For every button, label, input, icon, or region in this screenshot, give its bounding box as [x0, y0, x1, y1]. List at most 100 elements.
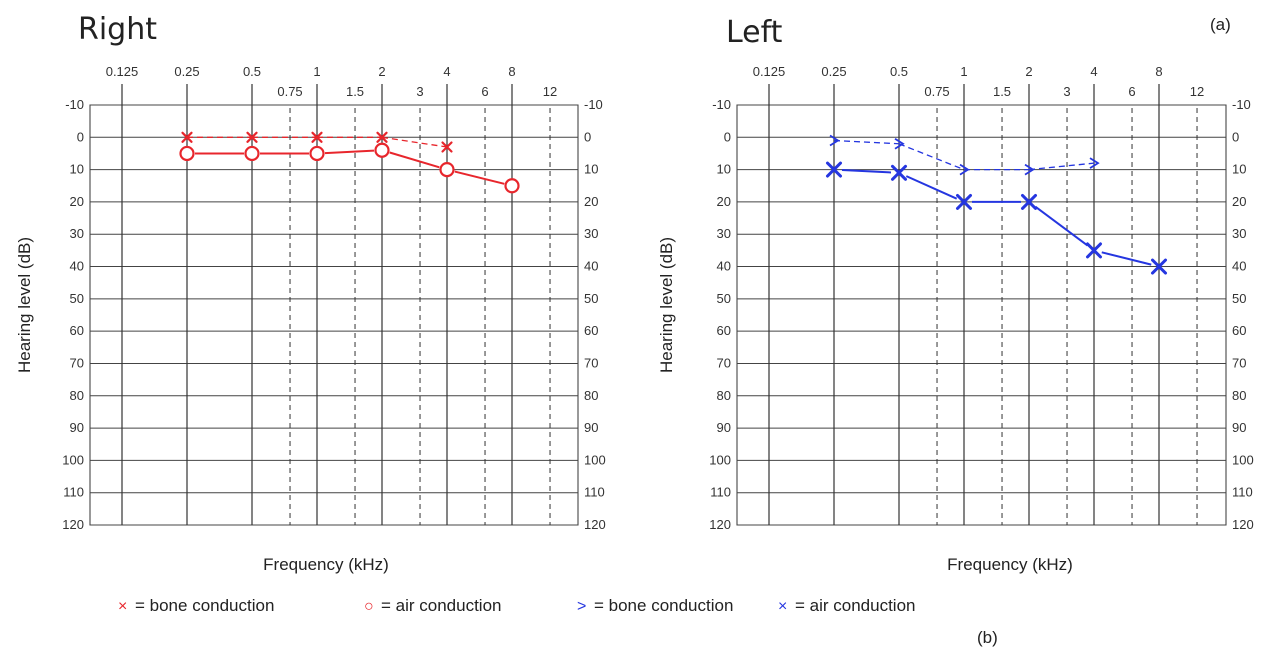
series-bone-conduction: [181, 131, 453, 153]
panel-label-a: (a): [1210, 15, 1231, 34]
y-tick-label-left: 50: [70, 291, 84, 306]
x-axis-label: Frequency (kHz): [263, 555, 389, 574]
panel-label-b: (b): [977, 628, 998, 647]
y-tick-label-left: 60: [70, 323, 84, 338]
series-segment: [841, 169, 892, 174]
y-tick-label-left: 120: [709, 517, 731, 532]
y-tick-label-right: 0: [1232, 129, 1239, 144]
series-segment: [1028, 162, 1095, 171]
y-tick-label-left: 20: [70, 194, 84, 209]
y-tick-label-left: 90: [717, 420, 731, 435]
x-tick-label: 0.5: [243, 64, 261, 79]
data-point-cross: [1021, 193, 1037, 210]
y-tick-label-right: 90: [1232, 420, 1246, 435]
data-point-cross: [826, 161, 842, 178]
y-tick-label-right: -10: [1232, 97, 1251, 112]
x-tick-label: 8: [508, 64, 515, 79]
x-tick-label-mid: 0.75: [924, 84, 949, 99]
x-tick-label: 0.25: [821, 64, 846, 79]
x-tick-label-mid: 0.75: [277, 84, 302, 99]
y-tick-label-left: 120: [62, 517, 84, 532]
data-point-cross: [1151, 258, 1167, 275]
series-segment: [1101, 251, 1152, 266]
y-tick-label-right: 90: [584, 420, 598, 435]
legend-text: = bone conduction: [594, 596, 733, 615]
y-tick-label-right: 60: [1232, 323, 1246, 338]
y-tick-label-left: 110: [63, 485, 84, 500]
y-tick-label-left: 30: [70, 226, 84, 241]
y-tick-label-right: 50: [1232, 291, 1246, 306]
data-point-circle: [244, 145, 260, 162]
legend-text: = air conduction: [381, 596, 502, 615]
x-tick-label-mid: 12: [543, 84, 557, 99]
data-point-cross: [891, 164, 907, 181]
data-point-circle: [179, 145, 195, 162]
y-tick-label-left: 10: [717, 162, 731, 177]
y-tick-label-left: 90: [70, 420, 84, 435]
y-tick-label-right: 40: [584, 259, 598, 274]
x-tick-label: 1: [313, 64, 320, 79]
data-point-chevron: [959, 163, 970, 176]
y-tick-label-right: 110: [584, 485, 605, 500]
x-tick-label: 0.125: [106, 64, 139, 79]
series-segment: [389, 151, 440, 169]
y-tick-label-left: 50: [717, 291, 731, 306]
data-point-cross: [311, 131, 323, 143]
y-tick-label-right: -10: [584, 97, 603, 112]
legend-text: = bone conduction: [135, 596, 274, 615]
series-segment: [1034, 205, 1089, 247]
x-tick-label-mid: 6: [481, 84, 488, 99]
data-point-cross: [376, 131, 388, 143]
x-tick-label-mid: 3: [416, 84, 423, 99]
y-tick-label-right: 70: [584, 355, 598, 370]
series-air-conduction: [826, 161, 1167, 275]
data-point-cross: [1086, 242, 1102, 259]
x-tick-label-mid: 6: [1128, 84, 1135, 99]
x-tick-label: 0.5: [890, 64, 908, 79]
y-tick-label-left: 10: [70, 162, 84, 177]
y-tick-label-left: 100: [62, 452, 84, 467]
y-tick-label-right: 20: [584, 194, 598, 209]
y-tick-label-right: 50: [584, 291, 598, 306]
data-point-circle: [439, 162, 455, 178]
y-tick-label-left: 0: [77, 129, 84, 144]
y-tick-label-left: 70: [70, 355, 84, 370]
legend-symbol: ○: [364, 598, 374, 615]
y-axis-label: Hearing level (dB): [15, 237, 34, 373]
y-tick-label-left: -10: [712, 97, 731, 112]
y-tick-label-right: 70: [1232, 355, 1246, 370]
x-tick-label: 8: [1155, 64, 1162, 79]
y-tick-label-left: 80: [70, 388, 84, 403]
y-tick-label-left: 30: [717, 226, 731, 241]
data-point-circle: [309, 145, 325, 162]
x-tick-label: 0.25: [174, 64, 199, 79]
y-tick-label-left: 110: [710, 485, 731, 500]
y-tick-label-left: 40: [70, 259, 84, 274]
y-tick-label-right: 110: [1232, 485, 1253, 500]
series-segment: [898, 143, 965, 171]
y-tick-label-right: 100: [584, 452, 606, 467]
x-axis-label: Frequency (kHz): [947, 555, 1073, 574]
y-tick-label-right: 40: [1232, 259, 1246, 274]
y-tick-label-right: 100: [1232, 452, 1254, 467]
plot-frame: [89, 104, 579, 526]
data-point-cross: [441, 141, 453, 153]
y-tick-label-right: 30: [584, 226, 598, 241]
y-tick-label-right: 60: [584, 323, 598, 338]
series-segment: [324, 149, 375, 155]
series-segment: [833, 139, 900, 145]
series-segment: [454, 170, 505, 185]
data-point-cross: [181, 131, 193, 143]
series-segment: [905, 175, 958, 200]
y-tick-label-right: 80: [584, 388, 598, 403]
y-tick-label-left: 60: [717, 323, 731, 338]
y-tick-label-left: 100: [709, 452, 731, 467]
y-tick-label-right: 120: [584, 517, 606, 532]
x-tick-label: 4: [1090, 64, 1097, 79]
y-tick-label-left: 20: [717, 194, 731, 209]
legend-symbol: >: [577, 598, 586, 615]
x-tick-label-mid: 1.5: [346, 84, 364, 99]
